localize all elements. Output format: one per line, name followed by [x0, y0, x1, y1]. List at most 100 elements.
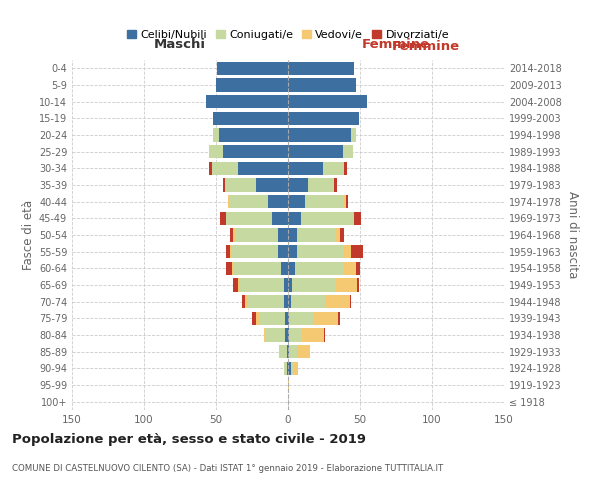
- Bar: [280, 345, 287, 358]
- Bar: [212, 162, 238, 175]
- Bar: [344, 245, 352, 258]
- Bar: [226, 245, 230, 258]
- Bar: [278, 228, 288, 241]
- Bar: [219, 128, 288, 141]
- Bar: [325, 295, 350, 308]
- Bar: [284, 278, 288, 291]
- Bar: [288, 362, 291, 375]
- Bar: [292, 278, 335, 291]
- Bar: [233, 262, 281, 275]
- Bar: [288, 262, 295, 275]
- Bar: [288, 345, 289, 358]
- Bar: [238, 278, 241, 291]
- Bar: [241, 278, 284, 291]
- Bar: [287, 345, 288, 358]
- Bar: [230, 228, 233, 241]
- Bar: [288, 278, 292, 291]
- Legend: Celibi/Nubili, Coniugati/e, Vedovi/e, Divorziati/e: Celibi/Nubili, Coniugati/e, Vedovi/e, Di…: [122, 26, 454, 44]
- Bar: [356, 262, 360, 275]
- Text: Femmine: Femmine: [362, 38, 430, 52]
- Bar: [235, 228, 278, 241]
- Bar: [352, 245, 363, 258]
- Bar: [343, 145, 353, 158]
- Bar: [233, 228, 235, 241]
- Bar: [334, 178, 337, 192]
- Bar: [353, 212, 354, 225]
- Bar: [288, 245, 296, 258]
- Bar: [314, 312, 338, 325]
- Bar: [245, 295, 248, 308]
- Bar: [238, 162, 288, 175]
- Bar: [226, 262, 232, 275]
- Bar: [272, 212, 288, 225]
- Bar: [284, 295, 288, 308]
- Bar: [350, 295, 352, 308]
- Bar: [288, 145, 343, 158]
- Bar: [278, 245, 288, 258]
- Bar: [288, 295, 291, 308]
- Bar: [291, 295, 325, 308]
- Bar: [288, 78, 356, 92]
- Bar: [256, 178, 288, 192]
- Bar: [288, 195, 305, 208]
- Bar: [233, 278, 238, 291]
- Bar: [285, 328, 288, 342]
- Bar: [259, 312, 285, 325]
- Y-axis label: Anni di nascita: Anni di nascita: [566, 192, 579, 278]
- Bar: [346, 195, 349, 208]
- Bar: [229, 195, 268, 208]
- Bar: [352, 128, 356, 141]
- Bar: [288, 162, 323, 175]
- Bar: [302, 328, 324, 342]
- Bar: [323, 162, 344, 175]
- Bar: [209, 162, 212, 175]
- Bar: [288, 62, 354, 75]
- Bar: [256, 312, 259, 325]
- Bar: [263, 328, 265, 342]
- Bar: [289, 328, 302, 342]
- Bar: [288, 212, 301, 225]
- Bar: [288, 178, 308, 192]
- Bar: [291, 362, 294, 375]
- Bar: [213, 128, 219, 141]
- Bar: [223, 145, 288, 158]
- Bar: [301, 212, 353, 225]
- Bar: [285, 312, 288, 325]
- Bar: [324, 328, 325, 342]
- Bar: [287, 362, 288, 375]
- Bar: [232, 262, 233, 275]
- Bar: [296, 228, 335, 241]
- Bar: [289, 345, 296, 358]
- Bar: [288, 228, 296, 241]
- Bar: [354, 212, 361, 225]
- Bar: [288, 95, 367, 108]
- Bar: [265, 328, 285, 342]
- Bar: [268, 195, 288, 208]
- Bar: [288, 112, 359, 125]
- Bar: [288, 328, 289, 342]
- Text: Femmine: Femmine: [392, 40, 460, 53]
- Bar: [252, 312, 256, 325]
- Y-axis label: Fasce di età: Fasce di età: [22, 200, 35, 270]
- Bar: [296, 245, 344, 258]
- Bar: [288, 378, 289, 392]
- Bar: [340, 228, 344, 241]
- Bar: [305, 195, 344, 208]
- Bar: [338, 312, 340, 325]
- Bar: [248, 295, 284, 308]
- Bar: [232, 245, 278, 258]
- Bar: [230, 245, 232, 258]
- Bar: [344, 162, 347, 175]
- Bar: [216, 78, 288, 92]
- Bar: [213, 112, 288, 125]
- Text: COMUNE DI CASTELNUOVO CILENTO (SA) - Dati ISTAT 1° gennaio 2019 - Elaborazione T: COMUNE DI CASTELNUOVO CILENTO (SA) - Dat…: [12, 464, 443, 473]
- Bar: [242, 295, 245, 308]
- Bar: [335, 278, 357, 291]
- Bar: [343, 262, 356, 275]
- Bar: [224, 178, 256, 192]
- Bar: [284, 362, 287, 375]
- Bar: [308, 178, 334, 192]
- Text: Maschi: Maschi: [154, 38, 206, 52]
- Bar: [220, 212, 226, 225]
- Bar: [281, 262, 288, 275]
